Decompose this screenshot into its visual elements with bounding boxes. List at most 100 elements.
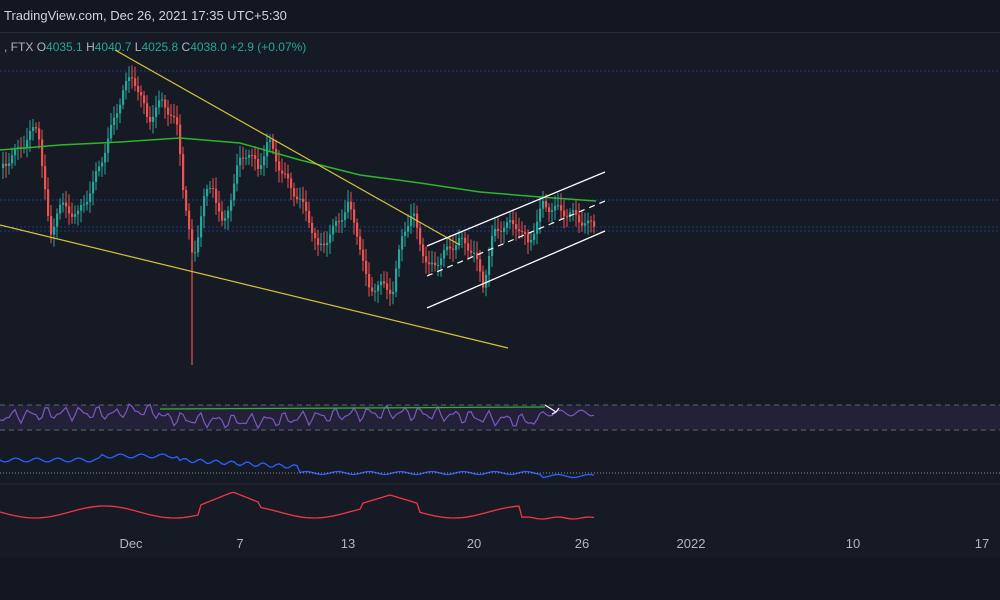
candle-body [392,291,395,294]
candle-body [122,90,125,105]
channel-lower-line [426,230,606,309]
candle-body [224,218,227,221]
candle-body [434,262,437,266]
candle-body [407,225,410,232]
candle-body [77,210,80,215]
candle-body [152,116,155,122]
candle-body [251,154,254,156]
candle-body [422,244,425,257]
candle-body [242,157,245,159]
candle-body [338,221,341,223]
candle-body [353,209,356,223]
candle-body [86,201,89,205]
candle-body [146,103,149,117]
footer-bar [0,557,1000,600]
candle-body [38,128,41,140]
candle-body [386,283,389,290]
candle-body [104,152,107,163]
candle-body [113,117,116,126]
candle-body [314,232,317,239]
candle-body [140,92,143,96]
candle-body [413,213,416,216]
candle-body [188,210,191,230]
candle-body [479,259,482,272]
candle-body [350,201,353,210]
candle-body [518,229,521,232]
candle-body [50,215,53,235]
candle-body [380,281,383,286]
candle-body [566,216,569,218]
candle-body [56,213,59,227]
candle-body [26,139,29,148]
candle-body [101,162,104,167]
candle-body [524,231,527,235]
candle-body [404,231,407,237]
candle-body [572,210,575,213]
tradingview-watermark: TradingView.com, Dec 26, 2021 17:35 UTC+… [4,8,287,23]
price-levels-group [0,70,1000,232]
candle-body [500,230,503,232]
candle-body [281,170,284,174]
candle-body [14,148,17,156]
candle-body [374,291,377,293]
candle-body [575,210,578,215]
candle-body [320,243,323,246]
candle-body [221,211,224,221]
candle-body [356,222,359,237]
candle-body [491,235,494,257]
candle-body [185,189,188,211]
candle-body [290,178,293,189]
candle-body [5,163,8,166]
low-value: 4025.8 [141,40,179,54]
candle-body [581,222,584,226]
candle-body [563,210,566,217]
x-axis-tick-label: 10 [846,536,860,551]
channel-upper-line [426,171,606,247]
x-axis-tick-label: 20 [467,536,481,551]
candle-body [41,139,44,167]
candle-body [443,250,446,259]
candle-body [323,243,326,246]
candle-body [74,214,77,217]
candle-body [590,220,593,222]
candle-body [335,221,338,226]
candle-body [464,237,467,244]
candle-body [161,99,164,101]
candle-body [368,274,371,288]
candle-body [341,219,344,222]
candle-body [431,262,434,265]
candle-body [533,233,536,240]
x-axis: Dec 7 13 20 26 2022 10 17 [119,536,989,551]
candle-body [269,139,272,143]
candle-body [365,260,368,275]
candle-body [68,206,71,214]
candle-body [506,222,509,228]
candle-body [587,220,590,224]
open-value: 4035.1 [46,40,83,54]
candle-body [65,202,68,207]
x-axis-tick-label: Dec [119,536,143,551]
candle-body [131,77,134,79]
wedge-upper-trendline [114,49,461,246]
candle-body [551,210,554,212]
close-label: C [181,40,191,54]
candle-body [17,147,20,149]
candle-body [218,202,221,212]
candle-body [197,237,200,253]
candle-body [230,200,233,211]
candle-body [248,154,251,158]
open-label: O [36,40,47,54]
rsi-arrow-icon [544,404,560,415]
candle-body [80,205,83,211]
candle-body [470,250,473,253]
candle-body [419,227,422,245]
candle-body [347,201,350,213]
low-label: L [134,40,142,54]
candle-body [560,205,563,211]
candle-body [179,124,182,155]
candle-body [302,198,305,202]
candle-body [299,198,302,200]
candle-body [194,252,197,254]
candle-body [212,188,215,190]
